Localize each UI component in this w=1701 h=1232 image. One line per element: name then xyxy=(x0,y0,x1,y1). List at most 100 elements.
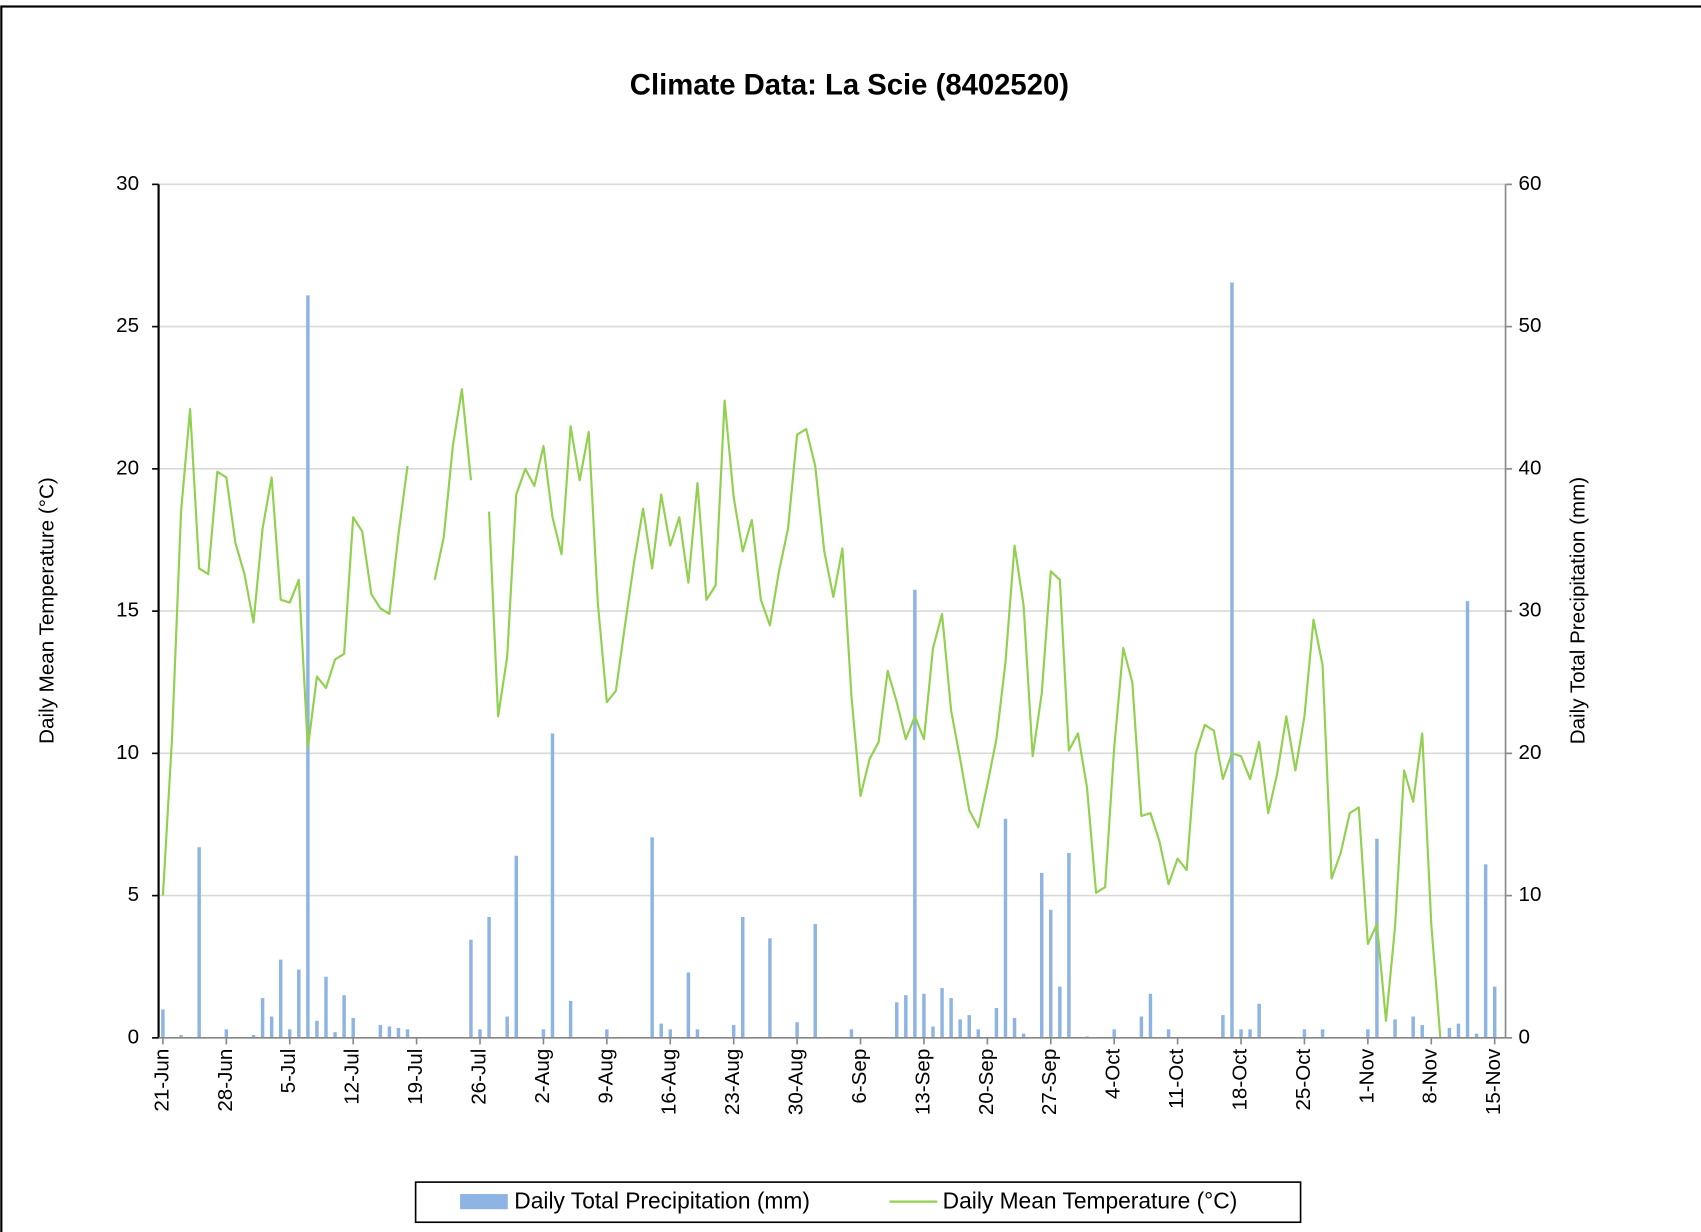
bar xyxy=(179,1035,183,1038)
bar xyxy=(1012,1017,1017,1038)
bar xyxy=(1483,864,1488,1038)
chart-title: Climate Data: La Scie (8402520) xyxy=(630,68,1069,101)
legend-swatch xyxy=(460,1194,508,1210)
y2-tick-label: 40 xyxy=(1519,456,1542,479)
x-tick-label: 21-Jun xyxy=(150,1049,173,1112)
bar xyxy=(396,1027,401,1038)
bar xyxy=(1492,986,1497,1038)
bar xyxy=(1239,1029,1243,1038)
bar xyxy=(288,1029,292,1038)
bar xyxy=(668,1029,673,1038)
bar xyxy=(922,993,926,1038)
y2-tick-label: 0 xyxy=(1519,1025,1530,1048)
bar xyxy=(469,939,473,1038)
x-tick-label: 19-Jul xyxy=(404,1049,427,1105)
x-tick-label: 8-Nov xyxy=(1419,1048,1442,1104)
bar xyxy=(315,1020,319,1038)
x-tick-label: 9-Aug xyxy=(594,1049,617,1104)
y-tick-label: 20 xyxy=(116,456,139,479)
bar xyxy=(1112,1029,1116,1038)
bar xyxy=(741,916,745,1038)
bar xyxy=(1003,818,1008,1038)
bar xyxy=(568,1000,573,1038)
bar xyxy=(895,1002,899,1038)
bar xyxy=(333,1032,337,1038)
bar xyxy=(1230,282,1234,1038)
bar xyxy=(1049,909,1053,1038)
bar xyxy=(1447,1027,1452,1038)
bar xyxy=(940,988,944,1038)
x-tick-label: 11-Oct xyxy=(1165,1048,1188,1109)
y-axis-title: Daily Mean Temperature (°C) xyxy=(35,477,58,744)
x-tick-label: 27-Sep xyxy=(1038,1049,1061,1115)
x-tick-label: 1-Nov xyxy=(1355,1048,1378,1104)
legend-label: Daily Total Precipitation (mm) xyxy=(514,1188,810,1214)
x-tick-label: 13-Sep xyxy=(911,1049,934,1115)
bar xyxy=(324,976,328,1038)
bar xyxy=(1393,1019,1397,1038)
x-tick-label: 4-Oct xyxy=(1102,1048,1125,1099)
bar xyxy=(1221,1015,1225,1038)
x-tick-label: 2-Aug xyxy=(531,1049,554,1104)
bar xyxy=(224,1029,229,1038)
bar xyxy=(1067,852,1071,1038)
bar xyxy=(1039,872,1044,1038)
bar xyxy=(505,1016,509,1038)
bar xyxy=(161,1009,165,1038)
x-tick-label: 26-Jul xyxy=(467,1049,490,1105)
bar xyxy=(260,998,265,1038)
x-tick-label: 20-Sep xyxy=(975,1049,998,1115)
bar xyxy=(1248,1029,1252,1038)
bar xyxy=(1420,1025,1424,1038)
y2-tick-label: 60 xyxy=(1519,172,1542,195)
bar xyxy=(378,1025,383,1038)
x-tick-label: 18-Oct xyxy=(1228,1048,1251,1110)
bar xyxy=(487,916,491,1038)
y2-tick-label: 20 xyxy=(1519,741,1542,764)
bar xyxy=(659,1023,663,1038)
y2-tick-label: 10 xyxy=(1519,883,1542,906)
bar xyxy=(1456,1023,1461,1038)
legend: Daily Total Precipitation (mm) Daily Mean… xyxy=(414,1181,1302,1224)
y-tick-label: 15 xyxy=(116,599,139,622)
bar xyxy=(387,1026,392,1038)
bar xyxy=(541,1029,546,1038)
x-tick-label: 25-Oct xyxy=(1292,1048,1315,1110)
y-tick-label: 25 xyxy=(116,314,139,337)
x-tick-label: 30-Aug xyxy=(785,1049,808,1115)
legend-box xyxy=(414,1181,1302,1224)
bar xyxy=(405,1029,410,1038)
bar xyxy=(904,995,908,1038)
bar xyxy=(731,1025,736,1038)
bar xyxy=(1058,986,1062,1038)
bar xyxy=(695,1029,700,1038)
bar xyxy=(1465,601,1470,1038)
bar xyxy=(278,959,283,1038)
bar xyxy=(514,855,518,1038)
bar xyxy=(1139,1016,1144,1038)
bar xyxy=(605,1029,609,1038)
bar xyxy=(351,1017,355,1038)
bar xyxy=(949,998,953,1038)
bar xyxy=(913,589,917,1038)
bar xyxy=(251,1035,256,1038)
chart-frame xyxy=(0,5,1701,1232)
y-tick-label: 0 xyxy=(128,1025,139,1048)
x-tick-label: 23-Aug xyxy=(721,1049,744,1115)
plot-area xyxy=(161,282,1497,1038)
bar xyxy=(1021,1033,1026,1038)
bar xyxy=(1474,1033,1479,1038)
bar xyxy=(197,847,201,1038)
bar xyxy=(1320,1029,1325,1038)
bar xyxy=(550,733,555,1038)
y-tick-label: 5 xyxy=(128,883,139,906)
bar xyxy=(686,972,691,1038)
bar xyxy=(1375,838,1379,1038)
x-tick-label: 12-Jul xyxy=(341,1049,364,1105)
y2-axis-title: Daily Total Precipitation (mm) xyxy=(1567,477,1590,744)
bar xyxy=(1257,1003,1261,1038)
bar xyxy=(1302,1029,1307,1038)
y2-tick-label: 30 xyxy=(1519,599,1542,622)
